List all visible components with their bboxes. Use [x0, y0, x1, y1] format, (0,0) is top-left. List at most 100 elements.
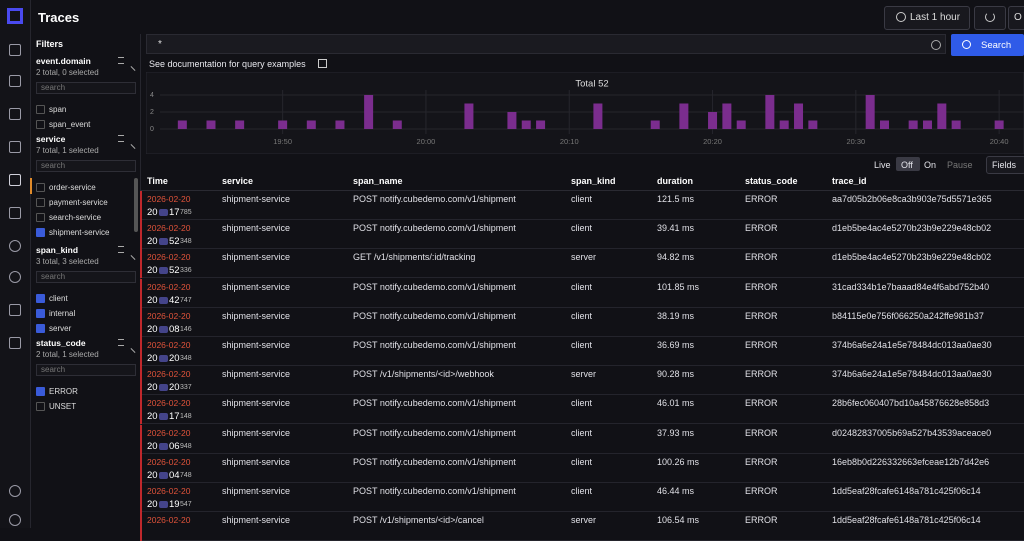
filter-option[interactable]: client [49, 294, 68, 303]
filter-search[interactable]: search [36, 364, 136, 376]
filter-search[interactable]: search [36, 271, 136, 283]
nav-icon[interactable] [9, 207, 21, 219]
table-cell: shipment-service [222, 340, 291, 350]
filter-option[interactable]: UNSET [49, 402, 77, 411]
fields-label: Fields [992, 160, 1017, 170]
filter-checkbox[interactable] [36, 228, 45, 237]
scrollbar[interactable] [134, 178, 138, 232]
table-cell: server [571, 369, 597, 380]
nav-icon[interactable] [9, 304, 21, 316]
filter-menu-icon[interactable] [118, 246, 124, 253]
nav-icon[interactable] [9, 174, 21, 186]
histogram-bar [779, 120, 789, 129]
time-second: 20 [169, 353, 180, 364]
nav-icon[interactable] [9, 271, 21, 283]
table-row[interactable] [140, 220, 1024, 250]
nav-icon[interactable] [9, 141, 21, 153]
fields-button[interactable] [986, 156, 1024, 174]
table-cell: 46.44 ms [657, 486, 695, 496]
y-tick-label: 2 [150, 109, 154, 116]
filter-checkbox[interactable] [36, 183, 45, 192]
table-cell: ERROR [745, 486, 778, 496]
nav-icon[interactable] [9, 240, 21, 252]
histogram-bar [507, 112, 517, 129]
filter-checkbox[interactable] [36, 387, 45, 396]
pause-label[interactable]: Pause [947, 160, 973, 170]
time-second: 04 [169, 469, 180, 481]
search-button[interactable] [951, 34, 1024, 56]
on-label[interactable]: On [924, 160, 937, 170]
settings-icon[interactable] [9, 485, 21, 497]
filter-search[interactable]: search [36, 160, 136, 172]
table-cell: shipment-service [222, 515, 291, 526]
time-date: 2026-02-20 [147, 369, 191, 380]
time-date: 2026-02-20 [147, 340, 191, 350]
table-row[interactable] [140, 249, 1024, 279]
filter-checkbox[interactable] [36, 105, 45, 114]
table-cell: client [571, 281, 593, 292]
doc-link[interactable]: See documentation for query examples [149, 59, 306, 69]
error-marker [140, 366, 142, 396]
search-button-label: Search [981, 40, 1012, 51]
table-cell: client [571, 486, 593, 496]
off-toggle[interactable] [896, 157, 920, 171]
filter-option[interactable]: internal [49, 309, 76, 318]
histogram-bar [794, 103, 804, 129]
column-header: Time [147, 176, 168, 186]
table-cell: 39.41 ms [657, 223, 695, 234]
time-hour: 20 [147, 265, 158, 277]
filter-checkbox[interactable] [36, 213, 45, 222]
nav-icon[interactable] [9, 75, 21, 87]
filter-menu-icon[interactable] [118, 135, 124, 142]
table-row[interactable] [140, 483, 1024, 512]
filter-option[interactable]: span_event [49, 120, 91, 129]
filter-option[interactable]: server [49, 324, 72, 333]
more-button[interactable] [1008, 6, 1024, 30]
table-cell: client [571, 398, 593, 409]
filter-option[interactable]: search-service [49, 213, 102, 222]
table-row[interactable] [140, 454, 1024, 483]
table-row[interactable] [140, 366, 1024, 396]
history-icon[interactable] [931, 40, 941, 50]
filter-checkbox[interactable] [36, 120, 45, 129]
filter-checkbox[interactable] [36, 402, 45, 411]
histogram-bar [708, 112, 718, 129]
filter-checkbox[interactable] [36, 309, 45, 318]
nav-icon[interactable] [9, 337, 21, 349]
table-cell: 31cad334b1e7baaad84e4f6abd752b40 [832, 281, 990, 292]
filter-menu-icon[interactable] [118, 57, 124, 64]
filter-option[interactable]: payment-service [49, 198, 108, 207]
filter-search[interactable]: search [36, 82, 136, 94]
filter-menu-icon[interactable] [118, 339, 124, 346]
table-cell: server [571, 515, 597, 526]
filter-checkbox[interactable] [36, 294, 45, 303]
nav-icon[interactable] [9, 108, 21, 120]
filter-option[interactable]: order-service [49, 183, 96, 192]
table-row[interactable] [140, 279, 1024, 308]
nav-icon[interactable] [9, 44, 21, 56]
table-cell: shipment-service [222, 310, 291, 321]
table-cell: POST notify.cubedemo.com/v1/shipment [353, 486, 516, 496]
table-row[interactable] [140, 395, 1024, 425]
table-row[interactable] [140, 191, 1024, 220]
table-cell: client [571, 194, 593, 204]
table-row[interactable] [140, 308, 1024, 337]
table-cell: POST notify.cubedemo.com/v1/shipment [353, 456, 516, 467]
column-header: service [222, 176, 254, 186]
time-hour: 20 [147, 382, 158, 394]
filter-checkbox[interactable] [36, 198, 45, 207]
filter-option[interactable]: shipment-service [49, 228, 110, 237]
table-row[interactable] [140, 425, 1024, 454]
filter-option[interactable]: span [49, 105, 67, 114]
query-input[interactable] [146, 34, 946, 54]
table-row[interactable] [140, 337, 1024, 366]
time-date: 2026-02-20 [147, 427, 191, 438]
page: Traces Last 1 hour O Filters * Search Se… [7, 0, 1024, 541]
filter-checkbox[interactable] [36, 324, 45, 333]
logo[interactable] [7, 8, 23, 24]
table-header-border [140, 190, 1024, 191]
filter-option[interactable]: ERROR [49, 387, 78, 396]
time-minute-redacted [159, 209, 168, 216]
user-icon[interactable] [9, 514, 21, 526]
table-cell: shipment-service [222, 194, 291, 204]
